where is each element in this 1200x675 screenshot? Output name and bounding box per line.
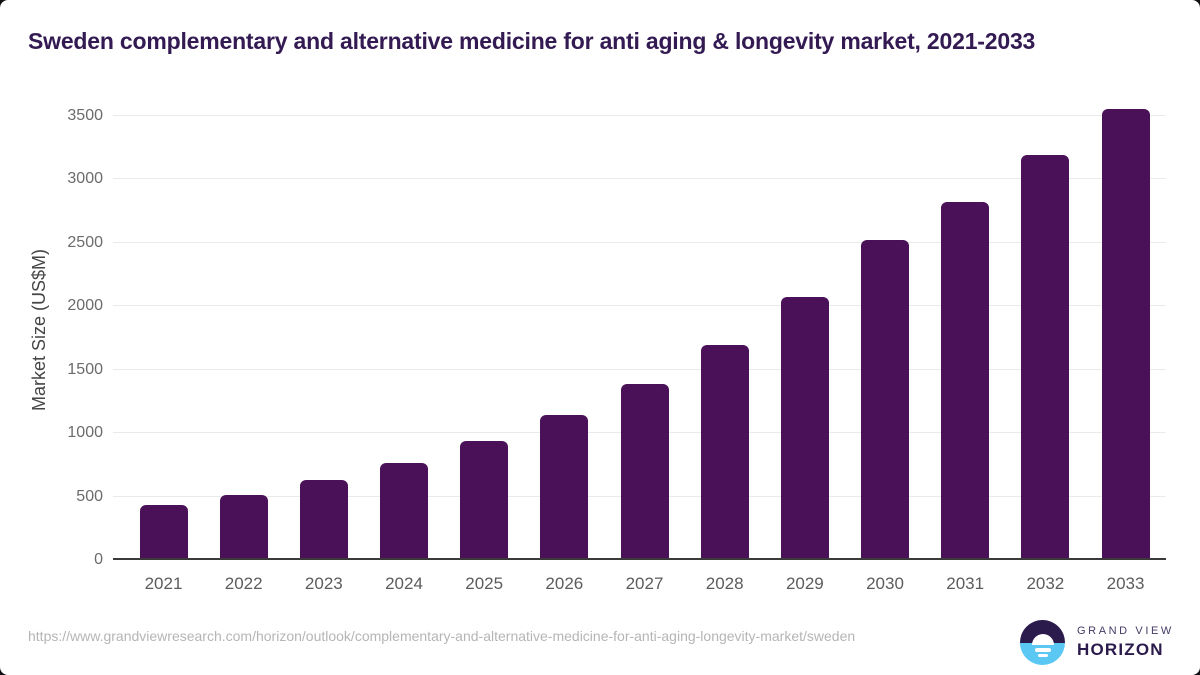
x-tick-label: 2024	[385, 574, 423, 593]
y-tick-label: 0	[94, 551, 103, 568]
y-tick-label: 1500	[67, 360, 103, 378]
x-axis-line	[113, 558, 1166, 560]
logo-grand-view-label: GRAND VIEW	[1077, 625, 1174, 637]
x-tick-label: 2029	[785, 574, 824, 593]
y-tick-label: 2500	[67, 233, 103, 251]
logo-sky-half	[1020, 620, 1065, 643]
bar-2029[interactable]	[780, 297, 829, 560]
logo-horizon-label: HORIZON	[1077, 640, 1164, 659]
horizon-logo-icon	[1020, 620, 1065, 665]
bar-2026[interactable]	[540, 415, 589, 560]
gridline	[113, 241, 1166, 243]
bar-2032[interactable]	[1021, 155, 1070, 560]
bar-2030[interactable]	[861, 240, 910, 560]
bar-2027[interactable]	[620, 383, 669, 560]
logo-reflection-line	[1034, 648, 1051, 652]
x-tick-label: 2022	[224, 574, 263, 593]
bar-2022[interactable]	[219, 494, 268, 560]
gridline	[113, 305, 1166, 307]
bar-2033[interactable]	[1101, 109, 1150, 560]
bar-2023[interactable]	[299, 480, 348, 560]
x-tick-label: 2033	[1106, 574, 1145, 593]
grand-view-horizon-logo[interactable]: GRAND VIEW HORIZON	[1020, 620, 1174, 665]
y-tick-label: 2000	[67, 297, 103, 315]
bar-2024[interactable]	[380, 462, 428, 560]
bar-2021[interactable]	[139, 505, 188, 560]
y-tick-label: 3000	[67, 170, 103, 188]
x-tick-label: 2025	[465, 574, 504, 593]
y-tick-label: 3500	[67, 107, 103, 125]
logo-sun-icon	[1031, 634, 1054, 645]
gridline	[113, 368, 1166, 370]
x-tick-label: 2028	[705, 574, 744, 593]
x-tick-label: 2030	[866, 574, 904, 593]
logo-reflection-line	[1037, 654, 1048, 657]
x-tick-label: 2031	[946, 574, 985, 593]
x-tick-label: 2026	[545, 574, 584, 593]
gridline	[113, 178, 1166, 180]
gridline	[113, 115, 1166, 117]
chart-title: Sweden complementary and alternative med…	[28, 28, 1036, 54]
bar-2025[interactable]	[460, 441, 509, 560]
source-url: https://www.grandviewresearch.com/horizo…	[28, 628, 856, 644]
bar-2031[interactable]	[941, 201, 990, 560]
y-tick-label: 1000	[67, 424, 103, 442]
y-tick-label: 500	[76, 487, 103, 505]
logo-text: GRAND VIEW HORIZON	[1077, 625, 1174, 660]
x-tick-label: 2021	[144, 574, 183, 593]
x-tick-label: 2027	[625, 574, 664, 593]
x-tick-label: 2032	[1026, 574, 1065, 593]
x-tick-label: 2023	[304, 574, 343, 593]
plot-area: Market Size (US$M) 0 500 1000 1500 2000 2500 3…	[29, 104, 1166, 593]
bar-2028[interactable]	[700, 345, 749, 560]
